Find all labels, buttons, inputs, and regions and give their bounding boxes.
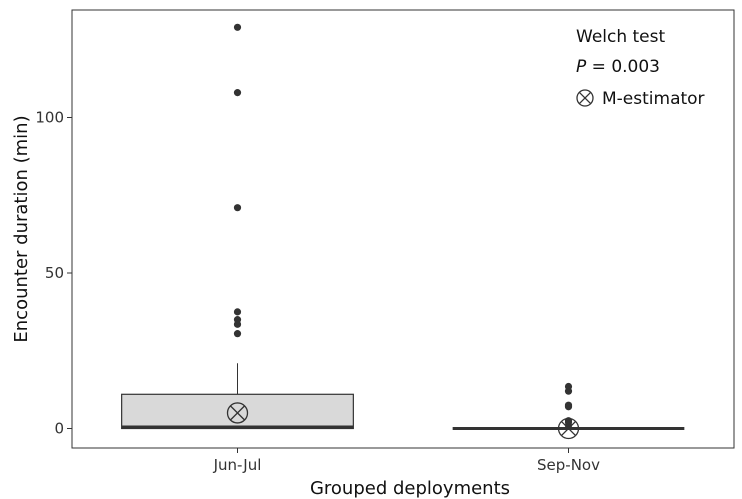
m-estimator-icon [576,89,594,107]
y-axis: 0 50 100 [35,109,72,438]
x-axis-title: Grouped deployments [310,478,510,499]
y-tick-label: 50 [45,264,64,282]
m-estimator-cross [560,420,577,437]
y-axis-title: Encounter duration (min) [11,115,32,342]
p-value: = 0.003 [586,57,660,77]
x-axis: Jun-Jul Sep-Nov [213,448,600,474]
boxes-layer [121,23,685,440]
y-tick-label: 100 [35,109,64,127]
outlier-point [564,382,573,391]
annotation-box: Welch test P = 0.003 M-estimator [576,27,705,109]
plot-panel [71,9,735,449]
y-tick-label: 0 [54,420,64,438]
m-estimator-label: M-estimator [602,89,705,109]
outlier-point [233,308,242,316]
outlier-point [564,401,573,409]
x-tick-label: Sep-Nov [537,456,600,474]
m-estimator-marker [557,417,580,440]
box-group-sep-nov [452,382,685,440]
outlier-point [233,316,242,324]
welch-test-label: Welch test [576,27,666,47]
box-group-jun-jul [121,23,354,430]
p-value-label: P = 0.003 [576,57,660,77]
outlier-point [233,23,242,31]
m-estimator-cross [229,405,246,421]
outlier-point [233,204,242,212]
m-estimator-marker [226,402,249,424]
p-symbol: P [576,57,587,77]
x-tick-label: Jun-Jul [213,456,262,474]
outlier-point [233,89,242,97]
outlier-point [233,330,242,338]
